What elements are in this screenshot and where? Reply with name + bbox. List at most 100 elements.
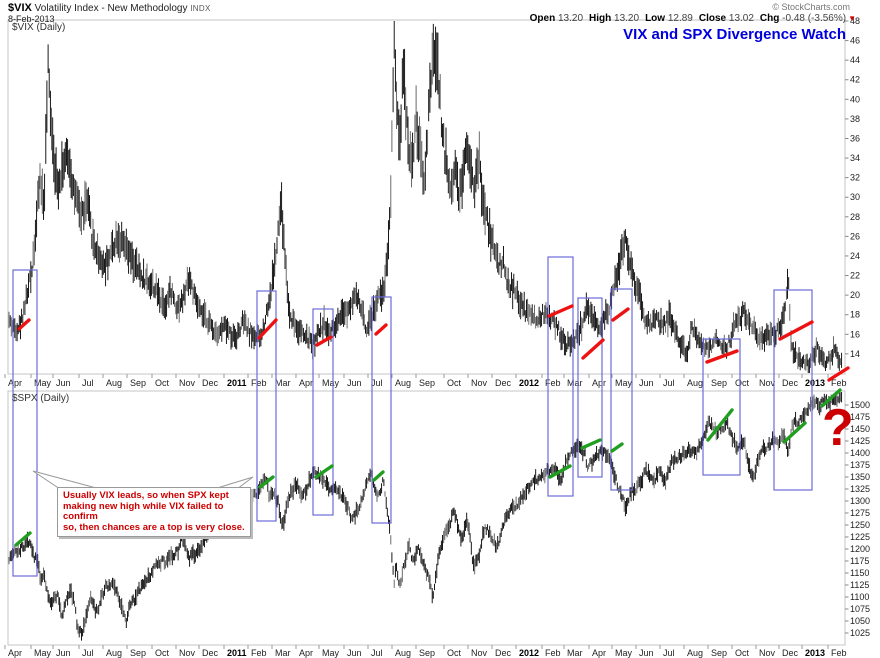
svg-text:1225: 1225	[850, 532, 870, 542]
svg-text:14: 14	[850, 349, 860, 359]
svg-text:38: 38	[850, 114, 860, 124]
exchange-tag: INDX	[190, 4, 211, 13]
quote-value-open: 13.20	[555, 13, 584, 24]
quote-value-high: 13.20	[611, 13, 640, 24]
svg-text:42: 42	[850, 75, 860, 85]
quote-label-close: Close	[698, 13, 727, 24]
svg-text:Mar: Mar	[275, 378, 291, 388]
svg-text:Feb: Feb	[545, 648, 561, 658]
svg-text:Aug: Aug	[687, 378, 703, 388]
svg-text:30: 30	[850, 192, 860, 202]
svg-text:Apr: Apr	[592, 648, 606, 658]
svg-text:1425: 1425	[850, 436, 870, 446]
divergence-callout: Usually VIX leads, so when SPX kept maki…	[57, 487, 251, 537]
quote-value-chg: -0.48 (-3.56%)	[779, 13, 847, 24]
svg-text:Feb: Feb	[831, 648, 847, 658]
vix-panel-label: $VIX (Daily)	[12, 22, 66, 33]
svg-text:Sep: Sep	[130, 648, 146, 658]
svg-text:Dec: Dec	[495, 648, 512, 658]
svg-text:Aug: Aug	[106, 648, 122, 658]
quote-label-high: High	[589, 13, 612, 24]
svg-text:May: May	[322, 378, 340, 388]
divergence-boxes	[12, 256, 813, 577]
svg-text:Jun: Jun	[639, 378, 654, 388]
x-axis-labels: Apr May Jun Jul Aug Sep Oct Nov Dec 2011 Feb Mar Apr…	[4, 374, 847, 658]
svg-text:Feb: Feb	[545, 378, 561, 388]
svg-text:Aug: Aug	[106, 378, 122, 388]
svg-text:Dec: Dec	[202, 378, 219, 388]
svg-text:1475: 1475	[850, 412, 870, 422]
svg-text:Nov: Nov	[759, 648, 776, 658]
svg-text:Jul: Jul	[82, 378, 94, 388]
chart-title: VIX and SPX Divergence Watch	[623, 26, 846, 43]
svg-text:Sep: Sep	[711, 378, 727, 388]
chart-header: $VIX Volatility Index - New Methodology …	[8, 2, 211, 14]
callout-line-1: Usually VIX leads, so when SPX kept	[63, 490, 229, 501]
svg-text:28: 28	[850, 212, 860, 222]
svg-text:Jun: Jun	[639, 648, 654, 658]
svg-text:Aug: Aug	[395, 648, 411, 658]
svg-text:2013: 2013	[805, 648, 825, 658]
svg-text:44: 44	[850, 55, 860, 65]
svg-text:Oct: Oct	[447, 648, 462, 658]
svg-text:40: 40	[850, 94, 860, 104]
quote-row: Open 13.20 High 13.20 Low 12.89 Close 13.02…	[524, 13, 856, 24]
svg-text:1500: 1500	[850, 400, 870, 410]
svg-text:Jun: Jun	[56, 378, 71, 388]
svg-text:Nov: Nov	[471, 378, 488, 388]
svg-text:Nov: Nov	[471, 648, 488, 658]
svg-text:Apr: Apr	[8, 378, 22, 388]
svg-text:Jul: Jul	[371, 378, 383, 388]
svg-text:Jul: Jul	[663, 378, 675, 388]
callout-line-3: so, then chances are a top is very close…	[63, 521, 245, 533]
svg-text:1325: 1325	[850, 484, 870, 494]
svg-text:Sep: Sep	[419, 648, 435, 658]
svg-text:1200: 1200	[850, 544, 870, 554]
svg-text:1275: 1275	[850, 508, 870, 518]
svg-text:Sep: Sep	[130, 378, 146, 388]
plot-frames	[7, 19, 846, 646]
svg-text:1375: 1375	[850, 460, 870, 470]
svg-text:1350: 1350	[850, 472, 870, 482]
svg-text:2012: 2012	[519, 378, 539, 388]
svg-text:36: 36	[850, 133, 860, 143]
svg-text:2013: 2013	[805, 378, 825, 388]
svg-text:Mar: Mar	[567, 648, 583, 658]
callout-line-2: making new high while VIX failed to conf…	[63, 500, 224, 522]
svg-text:Feb: Feb	[831, 378, 847, 388]
svg-text:1050: 1050	[850, 616, 870, 626]
svg-text:2012: 2012	[519, 648, 539, 658]
svg-text:Dec: Dec	[782, 648, 799, 658]
svg-text:May: May	[34, 378, 52, 388]
svg-text:Nov: Nov	[179, 378, 196, 388]
svg-text:1175: 1175	[850, 556, 869, 566]
svg-text:Nov: Nov	[179, 648, 196, 658]
svg-text:Jul: Jul	[663, 648, 675, 658]
svg-text:18: 18	[850, 310, 860, 320]
svg-text:32: 32	[850, 173, 860, 183]
svg-text:Jul: Jul	[371, 648, 383, 658]
svg-text:Oct: Oct	[447, 378, 462, 388]
svg-text:34: 34	[850, 153, 860, 163]
svg-text:1100: 1100	[850, 592, 869, 602]
symbol-name: Volatility Index - New Methodology	[34, 3, 188, 14]
svg-text:1250: 1250	[850, 520, 870, 530]
chart-date: 8-Feb-2013	[8, 14, 55, 24]
svg-text:20: 20	[850, 290, 860, 300]
svg-text:Aug: Aug	[687, 648, 703, 658]
svg-text:Jun: Jun	[347, 378, 362, 388]
vix-price-bars	[8, 21, 843, 373]
svg-text:Mar: Mar	[275, 648, 291, 658]
svg-text:2011: 2011	[227, 378, 247, 388]
svg-text:Sep: Sep	[419, 378, 435, 388]
svg-text:May: May	[615, 648, 633, 658]
quote-label-chg: Chg	[759, 13, 780, 24]
quote-value-close: 13.02	[726, 13, 754, 24]
question-mark-annotation: ?	[822, 399, 854, 457]
svg-text:1075: 1075	[850, 604, 870, 614]
svg-text:24: 24	[850, 251, 860, 261]
svg-text:May: May	[322, 648, 340, 658]
svg-text:Dec: Dec	[495, 378, 512, 388]
svg-text:16: 16	[850, 329, 860, 339]
